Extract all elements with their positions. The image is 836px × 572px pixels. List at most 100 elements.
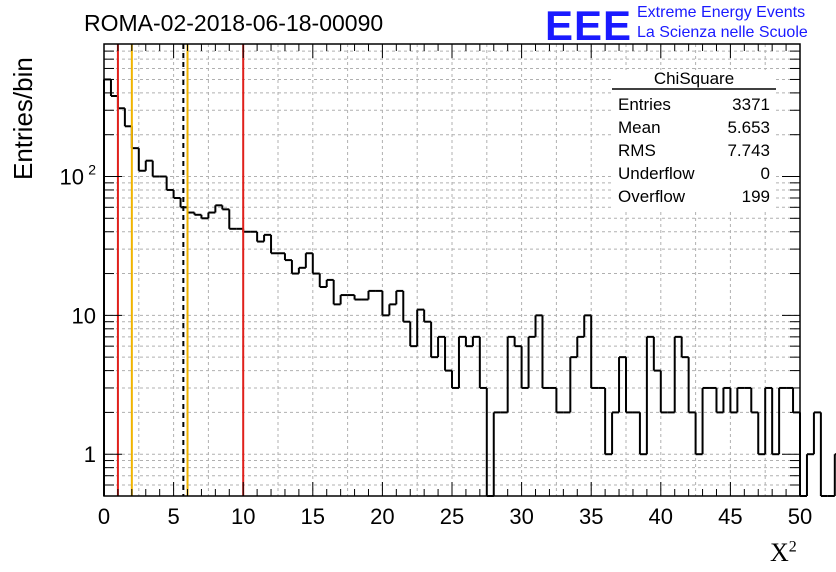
chart-title: ROMA-02-2018-06-18-00090 xyxy=(84,10,384,36)
x-tick-label: 30 xyxy=(509,504,533,529)
histogram-bin xyxy=(638,412,647,456)
y-tick-label: 10 xyxy=(60,164,84,189)
histogram-bin xyxy=(151,160,160,178)
x-axis-label-sup: 2 xyxy=(788,538,797,556)
eee-logo: EEE xyxy=(545,2,633,49)
histogram-bin xyxy=(116,95,125,110)
histogram-bin xyxy=(764,386,773,455)
histogram-bin xyxy=(757,412,766,456)
x-axis-label-text: X xyxy=(770,538,789,567)
histogram-bin xyxy=(409,321,418,348)
x-axis-label: X2 xyxy=(770,538,797,568)
histogram-bin xyxy=(492,411,501,496)
histogram-bin xyxy=(464,336,473,348)
histogram-bin xyxy=(242,228,251,233)
histogram-bin xyxy=(673,335,682,413)
stats-value: 3371 xyxy=(732,95,770,114)
histogram-bin xyxy=(576,335,585,358)
histogram-bin xyxy=(590,315,599,389)
histogram-bin xyxy=(353,295,362,301)
stats-label: Overflow xyxy=(618,187,686,206)
stats-label: Entries xyxy=(618,95,671,114)
histogram-bin xyxy=(750,387,759,414)
histogram-bin xyxy=(645,335,654,455)
histogram-bin xyxy=(659,370,668,414)
histogram-bin xyxy=(339,294,348,305)
histogram-bin xyxy=(130,126,139,150)
histogram-bin xyxy=(256,231,265,243)
histogram-bin xyxy=(471,335,480,347)
histogram-bin xyxy=(186,207,195,214)
stats-box xyxy=(612,70,776,210)
histogram-bin xyxy=(263,233,272,242)
histogram-bin xyxy=(534,314,543,337)
histogram-bin xyxy=(297,266,306,274)
stats-value: 0 xyxy=(761,164,770,183)
histogram-bin xyxy=(527,335,536,388)
x-tick-label: 25 xyxy=(440,504,464,529)
histogram-bin xyxy=(569,356,578,413)
histogram-bin xyxy=(444,336,452,372)
histogram-bin xyxy=(506,335,515,413)
histogram-bin xyxy=(290,260,299,275)
x-tick-label: 20 xyxy=(370,504,394,529)
histogram-bin xyxy=(109,79,118,97)
histogram-bin xyxy=(625,357,633,414)
histogram-bin xyxy=(214,204,223,213)
histogram-bin xyxy=(520,346,529,389)
histogram-bin xyxy=(812,411,821,455)
histogram-bin xyxy=(701,386,710,455)
histogram-bin xyxy=(416,308,425,347)
histogram-bin xyxy=(687,357,696,414)
histogram-bin xyxy=(103,78,111,496)
x-tick-label: 45 xyxy=(718,504,742,529)
histogram-bin xyxy=(799,412,807,497)
histogram-bin xyxy=(680,336,689,359)
histogram-bin xyxy=(604,387,613,456)
histogram-bin xyxy=(513,336,522,348)
histogram-bin xyxy=(451,370,459,389)
histogram-bin xyxy=(402,290,411,323)
histogram-bin xyxy=(819,412,828,497)
histogram-bin xyxy=(694,412,703,456)
histogram-bin xyxy=(652,336,661,372)
histogram-bin xyxy=(437,335,446,358)
stats-label: RMS xyxy=(618,141,656,160)
y-tick-label-sup: 2 xyxy=(88,161,96,177)
stats-value: 199 xyxy=(742,187,770,206)
histogram-bin xyxy=(423,309,432,323)
x-tick-label: 50 xyxy=(788,504,812,529)
histogram-bin xyxy=(736,386,745,413)
y-tick-label: 10 xyxy=(72,303,96,328)
stats-label: Mean xyxy=(618,118,661,137)
y-tick-label: 1 xyxy=(84,442,96,467)
logo-line-2: La Scienza nelle Scuole xyxy=(637,24,808,41)
histogram-bin xyxy=(541,315,550,389)
histogram-bin xyxy=(395,289,404,305)
histogram-bin xyxy=(722,386,731,413)
histogram-bin xyxy=(729,387,738,414)
histogram-bin xyxy=(367,289,376,300)
histogram-bin xyxy=(283,253,292,262)
histogram-bin xyxy=(123,108,132,128)
histogram-bin xyxy=(583,314,592,337)
histogram-bin xyxy=(805,453,814,496)
histogram-bin xyxy=(430,321,439,359)
histogram-bin xyxy=(381,290,390,317)
histogram-bin xyxy=(715,387,724,414)
histogram-bin xyxy=(611,411,620,455)
histogram-bin xyxy=(771,387,780,456)
x-tick-label: 5 xyxy=(167,504,179,529)
histogram-bin xyxy=(200,214,209,220)
x-tick-label: 40 xyxy=(649,504,673,529)
histogram-bin xyxy=(332,279,341,306)
histogram-bin xyxy=(325,278,334,288)
histogram-bin xyxy=(172,189,181,200)
histogram-bin xyxy=(304,252,313,268)
histogram-bin xyxy=(228,209,237,230)
histogram-bin xyxy=(207,211,216,219)
histogram-bin xyxy=(792,387,800,414)
x-tick-label: 0 xyxy=(98,504,110,529)
histogram-bin xyxy=(318,273,327,289)
histogram-bin xyxy=(555,387,564,414)
